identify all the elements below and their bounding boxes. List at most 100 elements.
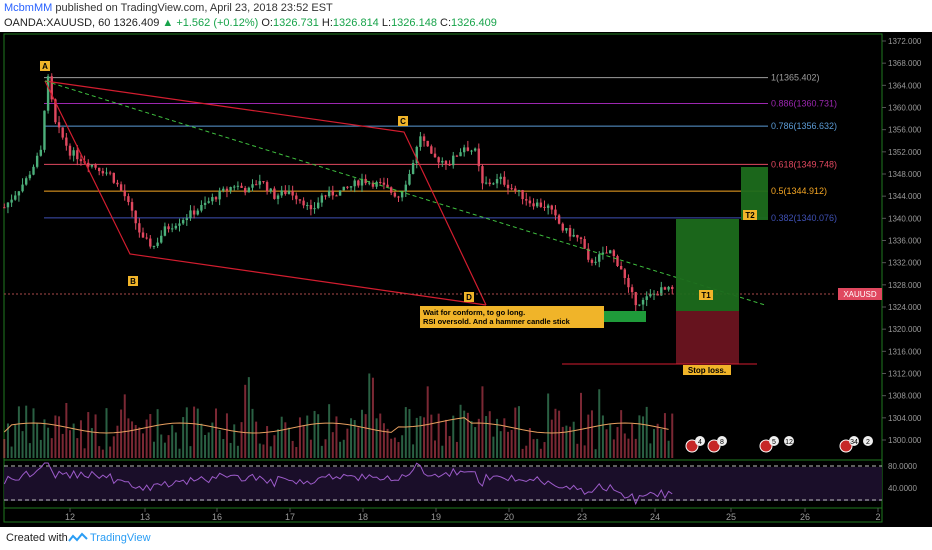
volume-bar [623, 433, 626, 458]
volume-bar [503, 418, 506, 458]
volume-bar [642, 416, 645, 458]
footer: Created with TradingView [0, 528, 932, 550]
t2-label: T2 [745, 211, 755, 220]
event-flag-icon[interactable] [839, 439, 853, 453]
y-tick-label: 1320.000 [888, 325, 922, 334]
volume-bar [320, 445, 323, 458]
candle-body [554, 209, 557, 216]
volume-bar [10, 446, 13, 458]
volume-bar [218, 430, 221, 458]
volume-bar [152, 441, 155, 458]
t2-label-box [743, 210, 757, 220]
candle-body [357, 180, 360, 186]
volume-bar [116, 425, 119, 458]
candle-body [649, 294, 652, 297]
candle-body [404, 184, 407, 192]
volume-bar [269, 446, 272, 458]
volume-bar [492, 436, 495, 458]
volume-ma-line [3, 417, 669, 434]
candle-body [634, 292, 637, 306]
volume-bar [17, 406, 20, 458]
candle-body [94, 164, 97, 168]
event-count-bubble [849, 436, 859, 446]
rsi-upper-label: 80.0000 [888, 462, 917, 471]
volume-bar [543, 442, 546, 458]
volume-bar [309, 439, 312, 458]
candle-body [196, 210, 199, 215]
point-c-label: C [400, 117, 406, 126]
event-flag-icon[interactable] [685, 439, 699, 453]
y-tick-label: 1356.000 [888, 126, 922, 135]
point-a-label-box [40, 61, 50, 71]
candle-body [335, 195, 338, 197]
volume-bar [616, 427, 619, 458]
brand-link[interactable]: TradingView [90, 532, 151, 544]
x-tick-label: 13 [140, 512, 150, 522]
candle-body [32, 166, 35, 175]
volume-bar [634, 438, 637, 458]
volume-bar [160, 434, 163, 458]
volume-bar [371, 377, 374, 458]
candle-body [667, 286, 670, 290]
ohlc-line: OANDA:XAUUSD, 60 1326.409 ▲ +1.562 (+0.1… [4, 17, 497, 29]
candle-body [72, 150, 75, 156]
candle-body [415, 146, 418, 164]
stop-zone [676, 311, 739, 364]
candle-body [138, 223, 141, 233]
volume-bar [353, 420, 356, 458]
volume-bar [98, 446, 101, 458]
close-value: 1326.409 [451, 17, 497, 29]
candle-body [379, 181, 382, 183]
volume-bar [28, 443, 31, 458]
y-tick-label: 1304.000 [888, 414, 922, 423]
candle-body [331, 190, 334, 196]
candle-body [349, 186, 353, 188]
candle-body [10, 199, 13, 203]
t1-label-box [699, 290, 713, 300]
candle-body [609, 250, 612, 254]
volume-bar [663, 413, 666, 458]
candle-body [448, 164, 451, 166]
candle-body [638, 304, 641, 306]
candle-body [338, 190, 342, 196]
price-chart[interactable]: 1372.000 1368.000 1364.000 1360.000 1356.000… [0, 32, 932, 527]
candle-body [484, 182, 488, 184]
volume-bar [83, 448, 86, 458]
volume-bar [583, 445, 586, 458]
x-tick-label: 2 [875, 512, 880, 522]
x-tick-label: 25 [726, 512, 736, 522]
candle-body [463, 147, 466, 153]
candle-body [207, 201, 210, 203]
candle-body [342, 186, 345, 191]
low-value: 1326.148 [391, 17, 437, 29]
candle-body [127, 196, 130, 203]
event-flag-icon[interactable] [759, 439, 773, 453]
candle-body [437, 157, 440, 163]
candle-body [532, 203, 535, 207]
candle-body [262, 181, 265, 183]
point-c-label-box [398, 116, 408, 126]
y-tick-label: 1328.000 [888, 281, 922, 290]
volume-bar [481, 386, 484, 458]
event-flag-icon[interactable] [707, 439, 721, 453]
y-tick-label: 1336.000 [888, 237, 922, 246]
candle-body [371, 182, 375, 187]
candle-body [269, 188, 272, 192]
x-tick-label: 12 [65, 512, 75, 522]
volume-bar [58, 416, 61, 458]
stop-loss-label-box [683, 365, 731, 375]
candle-body [28, 174, 32, 179]
publish-info: published on TradingView.com, April 23, … [55, 2, 333, 14]
volume-bar [112, 436, 115, 458]
candle-body [390, 187, 393, 193]
volume-bar [171, 425, 174, 458]
candle-body [324, 195, 327, 197]
volume-bar [189, 446, 192, 458]
author-link[interactable]: McbmMM [4, 2, 53, 14]
candle-body [557, 215, 561, 224]
volume-bar [525, 445, 528, 458]
volume-bar [470, 421, 473, 458]
volume-bar [496, 418, 499, 458]
y-tick-label: 1300.000 [888, 436, 922, 445]
candle-body [320, 195, 324, 203]
